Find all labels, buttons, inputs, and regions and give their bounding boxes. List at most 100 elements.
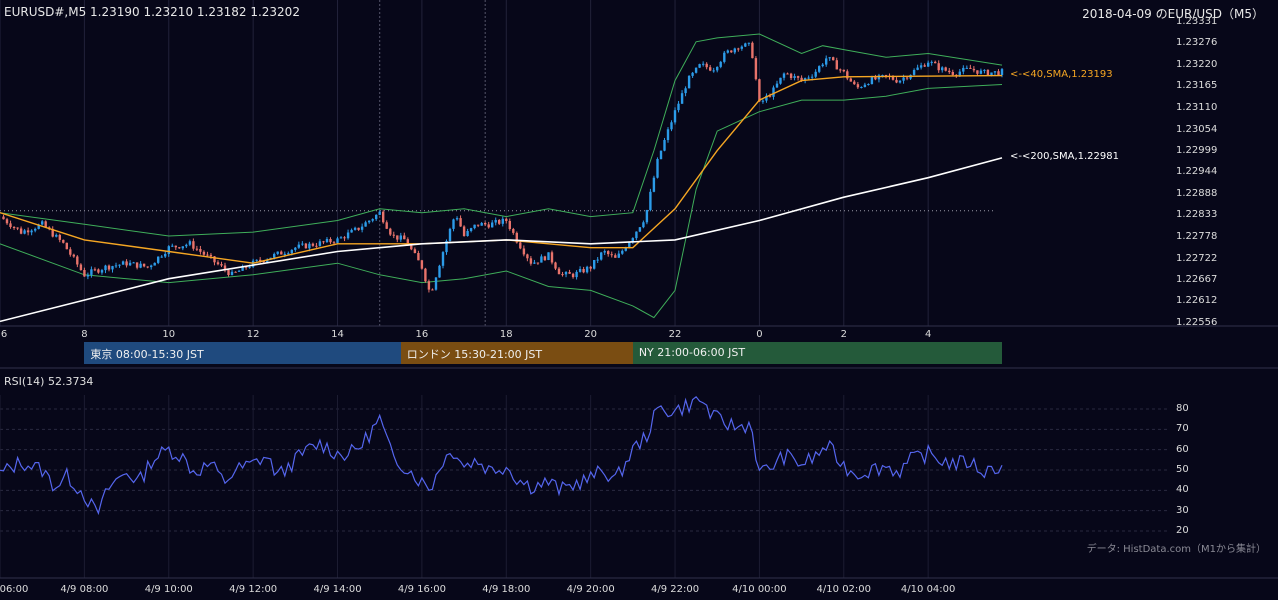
candle-body: [737, 48, 740, 50]
candle-body: [420, 260, 424, 269]
candle-body: [164, 253, 167, 257]
candle-body: [564, 272, 568, 275]
candle-body: [782, 73, 786, 78]
candle-body: [255, 259, 258, 261]
candle-body: [385, 222, 388, 229]
candle-body: [905, 77, 909, 79]
candle-body: [220, 264, 223, 266]
candle-body: [684, 88, 687, 94]
candle-body: [375, 214, 378, 220]
candle-body: [199, 249, 202, 252]
candle-body: [171, 245, 174, 247]
candle-body: [744, 43, 747, 47]
rsi-time-tick-label: 4/9 20:00: [566, 584, 615, 595]
candle-body: [273, 253, 276, 258]
candle-body: [410, 245, 413, 250]
candle-body: [793, 76, 796, 78]
candle-body: [965, 67, 968, 69]
candle-body: [758, 79, 761, 102]
candle-body: [849, 78, 852, 82]
candle-body: [2, 216, 5, 220]
price-tick-label: 1.23220: [1176, 59, 1218, 71]
candle-body: [571, 273, 575, 278]
candle-body: [153, 262, 156, 266]
candle-body: [44, 221, 47, 228]
candle-body: [958, 71, 961, 76]
rsi-tick-label: 80: [1176, 403, 1189, 414]
candle-body: [371, 219, 374, 221]
candle-body: [694, 67, 698, 73]
candle-body: [491, 222, 494, 228]
candle-body: [315, 245, 318, 247]
candle-body: [663, 140, 666, 151]
candle-body: [469, 228, 473, 231]
candle-body: [9, 223, 12, 227]
candle-body: [614, 255, 617, 258]
candle-body: [540, 256, 543, 263]
candle-body: [476, 224, 480, 226]
candle-body: [114, 265, 118, 267]
candle-body: [536, 262, 540, 264]
candle-body: [835, 60, 838, 70]
candle-body: [877, 75, 881, 80]
candle-body: [69, 249, 72, 255]
candle-body: [413, 249, 417, 253]
candle-body: [512, 229, 515, 233]
candle-body: [916, 67, 919, 70]
candle-body: [466, 231, 469, 236]
rsi-line: [0, 395, 1003, 516]
candle-body: [716, 66, 719, 71]
candle-body: [353, 227, 357, 230]
candle-body: [118, 264, 121, 266]
price-tick-label: 1.23276: [1176, 37, 1218, 49]
time-tick-label: 4: [924, 329, 932, 340]
candle-body: [65, 242, 68, 250]
symbol-line: EURUSD#,M5 1.23190 1.23210 1.23182 1.232…: [4, 5, 300, 19]
candle-body: [898, 80, 902, 83]
candle-body: [167, 246, 170, 254]
data-credit: データ: HistData.com（M1から集計）: [1086, 544, 1266, 555]
candle-body: [209, 254, 213, 257]
time-tick-label: 18: [499, 329, 513, 340]
candle-body: [526, 254, 529, 259]
candle-body: [593, 260, 596, 269]
candle-body: [828, 57, 831, 59]
candle-body: [860, 87, 863, 88]
candle-body: [234, 271, 237, 273]
candle-body: [948, 70, 951, 73]
candle-body: [403, 235, 406, 240]
candle-body: [919, 65, 923, 68]
candle-body: [772, 87, 775, 97]
candle-body: [79, 264, 83, 270]
candle-body: [329, 239, 332, 243]
candle-body: [427, 281, 431, 290]
candle-body: [241, 266, 244, 271]
candle-body: [19, 228, 23, 234]
candle-body: [832, 57, 835, 61]
rsi-path: [0, 395, 1003, 516]
candle-body: [505, 218, 508, 221]
time-tick-label: 20: [584, 329, 598, 340]
candle-body: [814, 71, 817, 77]
candle-body: [206, 254, 209, 256]
candle-body: [578, 269, 582, 272]
candle-body: [1000, 69, 1004, 75]
candle-body: [406, 239, 409, 246]
candle-body: [765, 95, 768, 101]
candle-body: [150, 265, 153, 268]
candle-body: [62, 239, 65, 243]
candle-body: [230, 271, 234, 275]
candle-body: [266, 259, 269, 262]
candle-body: [100, 270, 104, 273]
candle-body: [709, 67, 712, 71]
candle-body: [135, 262, 139, 268]
candle-body: [561, 274, 564, 276]
candle-body: [216, 262, 220, 265]
bollinger-lower: [0, 84, 1003, 319]
candle-body: [360, 226, 364, 230]
rsi-tick-label: 20: [1176, 525, 1189, 536]
candle-body: [930, 61, 933, 63]
candle-body: [438, 265, 441, 278]
candle-body: [687, 75, 691, 89]
